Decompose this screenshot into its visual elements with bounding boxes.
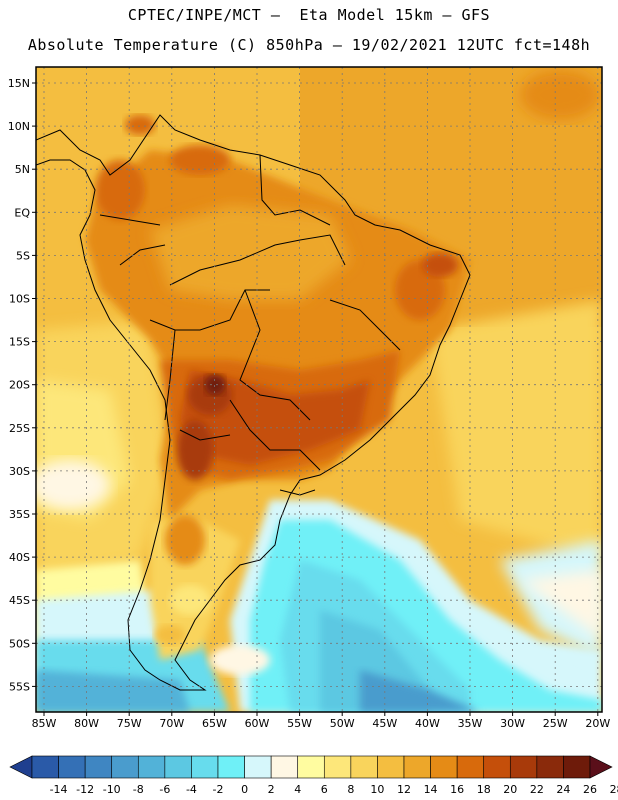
lon-tick-label: 85W — [32, 717, 57, 730]
colorbar-label: 0 — [241, 783, 248, 796]
lat-tick-label: 25S — [9, 422, 30, 435]
colorbar-label: 28 — [610, 783, 618, 796]
colorbar-segment — [563, 755, 591, 779]
colorbar-segment — [137, 755, 166, 779]
colorbar-label: -6 — [159, 783, 170, 796]
lon-tick-label: 50W — [330, 717, 355, 730]
lon-tick-label: 45W — [372, 717, 397, 730]
colorbar-segment — [270, 755, 299, 779]
lat-tick-label: 30S — [9, 465, 30, 478]
colorbar — [9, 755, 613, 779]
colorbar-segment — [323, 755, 352, 779]
lat-tick-label: 35S — [9, 508, 30, 521]
colorbar-segment — [244, 755, 272, 779]
lat-tick-label: EQ — [14, 206, 30, 219]
latitude-ticks: 15N 10N 5N EQ 5S 10S 15S 20S 25S 30S 35S 40S 45S 50S 5… — [8, 77, 36, 693]
temperature-field — [36, 67, 602, 712]
title-line-1: CPTEC/INPE/MCT – Eta Model 15km – GFS — [127, 6, 491, 24]
title-line-2: Absolute Temperature (C) 850hPa – 19/02/… — [27, 36, 591, 54]
colorbar-labels: -14 -12 -10 -8 -6 -4 -2 0 2 4 6 8 10 12 14 16 18 20 22 24 26… — [50, 783, 618, 796]
colorbar-label: -14 — [50, 783, 68, 796]
lon-tick-label: 80W — [74, 717, 99, 730]
colorbar-label: -12 — [76, 783, 94, 796]
colorbar-label: -8 — [133, 783, 144, 796]
colorbar-label: 18 — [477, 783, 491, 796]
colorbar-segment — [377, 755, 405, 779]
colorbar-segment — [456, 755, 485, 779]
colorbar-max-arrow — [589, 755, 613, 779]
lon-tick-label: 35W — [458, 717, 483, 730]
colorbar-label: 8 — [347, 783, 354, 796]
lat-tick-label: 20S — [9, 379, 30, 392]
colorbar-segment — [350, 755, 378, 779]
lon-tick-label: 20W — [585, 717, 610, 730]
colorbar-label: 4 — [294, 783, 301, 796]
lon-tick-label: 30W — [500, 717, 525, 730]
lat-tick-label: 15N — [8, 77, 30, 90]
lon-tick-label: 25W — [543, 717, 568, 730]
colorbar-segment — [509, 755, 538, 779]
colorbar-label: 24 — [556, 783, 570, 796]
lat-tick-label: 50S — [9, 637, 30, 650]
colorbar-label: -10 — [103, 783, 121, 796]
colorbar-label: 26 — [583, 783, 597, 796]
colorbar-segment — [403, 755, 431, 779]
colorbar-label: 2 — [268, 783, 275, 796]
lat-tick-label: 55S — [9, 680, 30, 693]
lon-tick-label: 65W — [202, 717, 227, 730]
coastlines — [36, 114, 471, 691]
colorbar-segment — [164, 755, 192, 779]
lat-lon-grid — [36, 67, 602, 712]
lat-tick-label: 15S — [9, 336, 30, 349]
lat-tick-label: 5S — [16, 249, 30, 262]
colorbar-min-arrow — [9, 755, 33, 779]
colorbar-label: 22 — [530, 783, 544, 796]
colorbar-label: 16 — [450, 783, 464, 796]
colorbar-segment — [191, 755, 219, 779]
colorbar-label: 14 — [424, 783, 438, 796]
colorbar-label: 6 — [321, 783, 328, 796]
lat-tick-label: 10N — [8, 120, 30, 133]
colorbar-segment — [58, 755, 86, 779]
colorbar-segment — [536, 755, 564, 779]
colorbar-segment — [111, 755, 139, 779]
colorbar-segment — [297, 755, 325, 779]
lat-tick-label: 10S — [9, 293, 30, 306]
colorbar-segment — [217, 755, 245, 779]
colorbar-segment — [483, 755, 511, 779]
lon-tick-label: 60W — [245, 717, 270, 730]
lat-tick-label: 40S — [9, 551, 30, 564]
colorbar-label: -2 — [213, 783, 224, 796]
colorbar-label: 20 — [503, 783, 517, 796]
map-frame — [35, 66, 603, 713]
colorbar-segment — [430, 755, 458, 779]
lon-tick-label: 55W — [287, 717, 312, 730]
lon-tick-label: 40W — [415, 717, 440, 730]
colorbar-label: 12 — [397, 783, 411, 796]
colorbar-label: -4 — [186, 783, 197, 796]
lat-tick-label: 5N — [15, 163, 30, 176]
longitude-ticks: 85W 80W 75W 70W 65W 60W 55W 50W 45W 40W 35W 30W 25W 2… — [32, 712, 610, 730]
colorbar-label: 10 — [370, 783, 384, 796]
lon-tick-label: 75W — [117, 717, 142, 730]
colorbar-segment — [31, 755, 59, 779]
lat-tick-label: 45S — [9, 594, 30, 607]
colorbar-segment — [84, 755, 113, 779]
lon-tick-label: 70W — [159, 717, 184, 730]
